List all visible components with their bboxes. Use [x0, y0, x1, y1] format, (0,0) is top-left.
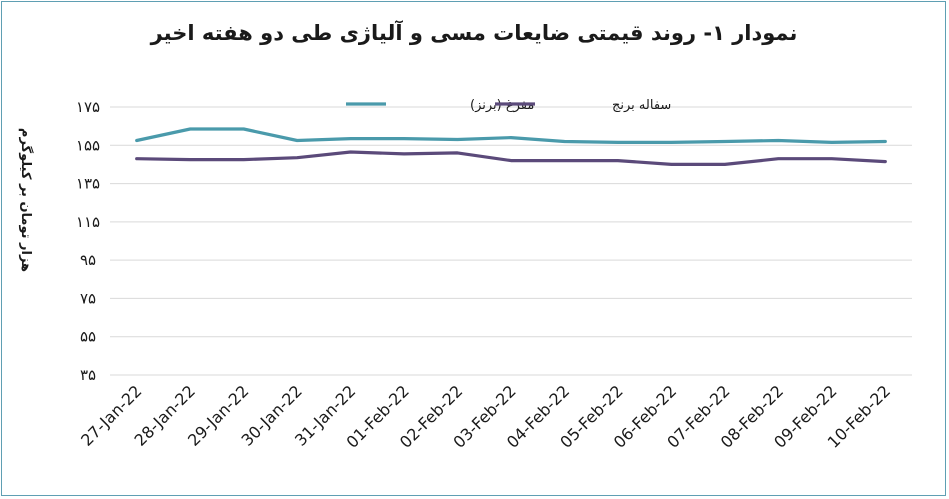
legend-label-2: سفاله برنج: [612, 98, 671, 113]
y-tick-label: ۵۵: [80, 328, 96, 346]
y-tick-label: ۱۵۵: [76, 136, 100, 154]
chart-title: نمودار ۱- روند قیمتی ضایعات مسی و آلیاژی…: [150, 20, 798, 45]
series-line-2: [135, 150, 887, 166]
gridlines: [110, 106, 912, 376]
y-tick-label: ۳۵: [80, 366, 96, 384]
y-axis-label: هزار تومان بر کیلوگرم: [18, 128, 34, 272]
series-line-1: [135, 127, 887, 144]
y-tick-label: ۱۱۵: [76, 213, 100, 231]
y-tick-label: ۱۳۵: [76, 175, 100, 193]
x-tick-labels: 27-Jan-2228-Jan-2229-Jan-2230-Jan-2231-J…: [77, 381, 894, 451]
y-tick-label: ۷۵: [80, 289, 96, 307]
y-tick-label: ۱۷۵: [76, 98, 100, 116]
series-lines: [135, 127, 887, 166]
y-tick-label: ۹۵: [80, 251, 96, 269]
y-tick-labels: ۳۵ ۵۵ ۷۵ ۹۵ ۱۱۵ ۱۳۵ ۱۵۵ ۱۷۵: [76, 98, 100, 384]
legend: مفرغ (برنز)سفاله برنج: [346, 98, 671, 113]
